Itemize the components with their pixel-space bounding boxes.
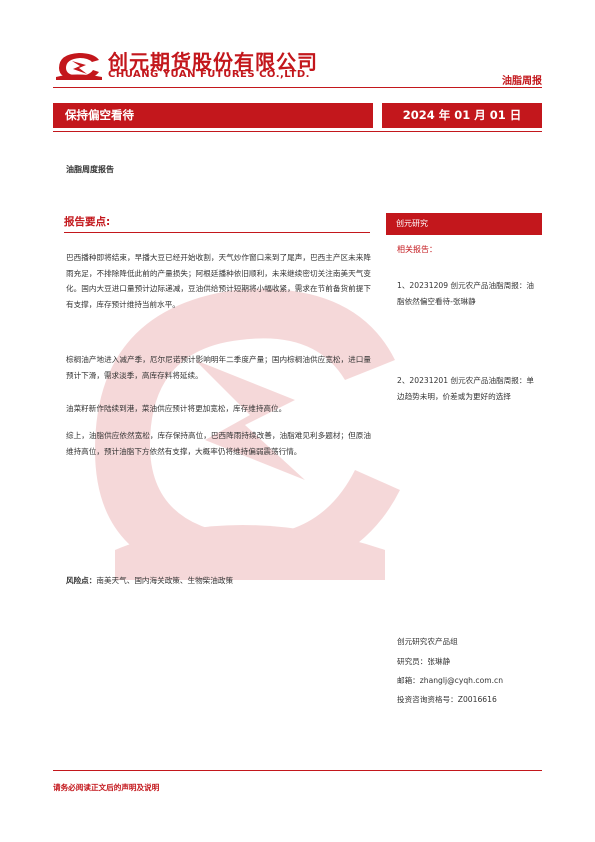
researcher-name: 研究员：张琳静: [397, 657, 451, 666]
header-divider: [53, 87, 542, 88]
footer-disclaimer: 请务必阅读正文后的声明及说明: [53, 783, 160, 792]
researcher-email[interactable]: 邮箱：zhanglj@cyqh.com.cn: [397, 676, 504, 685]
company-logo-icon: [56, 53, 102, 80]
research-group: 创元研究农产品组: [397, 637, 458, 646]
related-report-item[interactable]: 2、20231201 创元农产品油脂周报：单边趋势未明，价差或为更好的选择: [397, 376, 535, 401]
risk-points: 风险点：南美天气、国内海关政策、生物柴油政策: [66, 575, 233, 586]
license-number: 投资咨询资格号：Z0016616: [397, 695, 497, 704]
related-reports-label: 相关报告：: [397, 245, 437, 254]
footer-divider: [53, 770, 542, 771]
key-point-paragraph: 巴西播种即将结束，早播大豆已经开始收割，天气炒作窗口来到了尾声，巴西主产区未来降…: [66, 253, 371, 309]
key-point-paragraph: 综上，油脂供应依然宽松，库存保持高位，巴西降雨持续改善，油脂难见利多题材；但原油…: [66, 431, 371, 456]
company-name-cn: 创元期货股份有限公司: [108, 50, 318, 74]
report-date: 2024 年 01 月 01 日: [382, 103, 542, 128]
report-subtitle: 油脂周度报告: [66, 165, 114, 174]
related-report-item[interactable]: 1、20231209 创元农产品油脂周报：油脂依然偏空看待-张琳静: [397, 281, 535, 306]
key-point-paragraph: 油菜籽新作陆续到港，菜油供应预计将更加宽松，库存维持高位。: [66, 404, 287, 413]
report-type-label: 油脂周报: [502, 76, 542, 87]
sidebar-header: 创元研究: [386, 213, 542, 235]
company-name-en: CHUANG YUAN FUTURES CO.,LTD.: [108, 69, 310, 80]
report-title: 保持偏空看待: [53, 103, 373, 128]
risk-label: 风险点：: [66, 576, 97, 585]
risk-text: 南美天气、国内海关政策、生物柴油政策: [96, 576, 234, 585]
key-points-heading: 报告要点:: [64, 216, 111, 228]
key-point-paragraph: 棕榈油产地进入减产季，厄尔尼诺预计影响明年二季度产量；国内棕榈油供应宽松，进口量…: [66, 355, 371, 380]
key-points-divider: [64, 232, 370, 233]
title-divider: [53, 131, 542, 132]
